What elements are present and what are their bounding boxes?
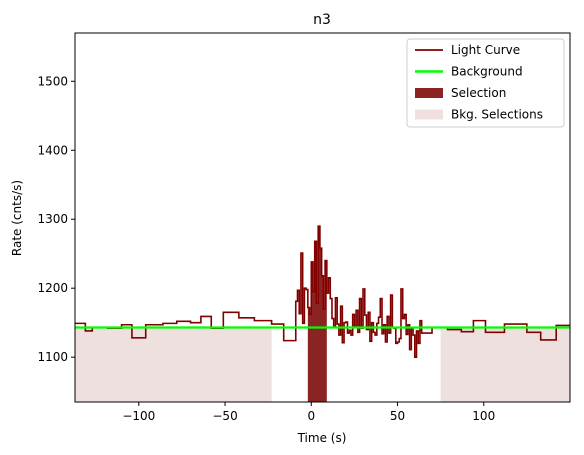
bkg-selection-region-1 <box>75 327 272 402</box>
y-axis-ticks: 1100 1200 1300 1400 1500 <box>37 74 75 364</box>
light-curve-line <box>75 225 570 358</box>
light-curve-layer <box>75 225 570 358</box>
bkg-selection-region-2 <box>440 327 570 402</box>
axes-border <box>74 32 571 403</box>
y-tick-label: 1200 <box>37 281 68 295</box>
legend-label-light-curve: Light Curve <box>451 43 520 57</box>
chart-title: n3 <box>313 12 331 28</box>
legend-label-bkg-selections: Bkg. Selections <box>451 108 543 122</box>
y-tick-label: 1100 <box>37 350 68 364</box>
legend: Light Curve Background Selection Bkg. Selec… <box>406 38 565 128</box>
axes-frame <box>74 32 571 403</box>
legend-box <box>406 38 565 128</box>
x-tick-label: −50 <box>212 409 237 423</box>
y-axis-label: Rate (cnts/s) <box>10 180 24 256</box>
y-tick-label: 1300 <box>37 212 68 226</box>
x-axis-label: Time (s) <box>297 431 347 445</box>
x-tick-label: 0 <box>307 409 315 423</box>
legend-label-background: Background <box>451 65 523 79</box>
legend-label-selection: Selection <box>451 86 506 100</box>
x-tick-label: 100 <box>472 409 495 423</box>
y-tick-label: 1500 <box>37 74 68 88</box>
x-tick-label: 50 <box>390 409 405 423</box>
legend-swatch-bkg-selections <box>415 109 443 120</box>
legend-swatch-selection <box>415 88 443 98</box>
y-tick-label: 1400 <box>37 143 68 157</box>
x-tick-label: −100 <box>122 409 155 423</box>
x-axis-ticks: −100 −50 0 50 100 <box>122 402 495 423</box>
